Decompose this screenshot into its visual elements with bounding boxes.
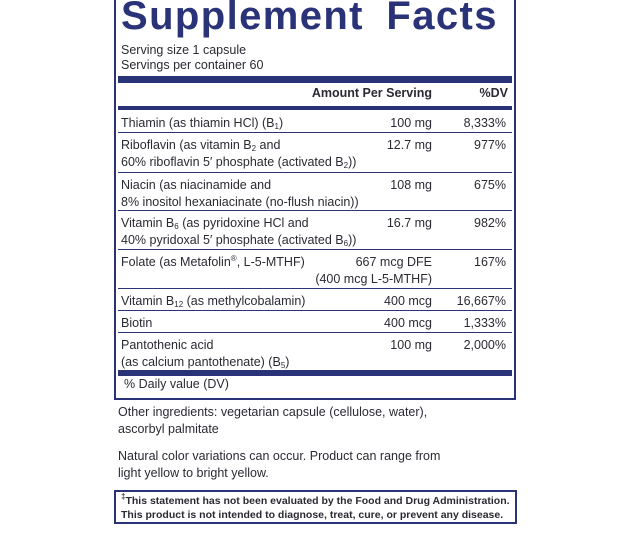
nutrient-row-pantothenic-acid: Pantothenic acid (as calcium pantothenat…: [118, 333, 512, 371]
serving-size: Serving size 1 capsule: [121, 43, 247, 57]
panel-title: Supplement Facts: [121, 0, 498, 38]
servings-per-container: Servings per container 60: [121, 58, 264, 72]
amount-per-serving-header: Amount Per Serving: [311, 86, 432, 100]
nutrient-row-niacin: Niacin (as niacinamide and 8% inositol h…: [118, 173, 512, 211]
fda-disclaimer-box: ‡This statement has not been evaluated b…: [114, 490, 517, 524]
nutrient-dv: 675%: [474, 178, 506, 192]
color-variation-note: Natural color variations can occur. Prod…: [118, 449, 441, 480]
nutrient-dv: 1,333%: [463, 316, 506, 330]
nutrient-name: Pantothenic acid (as calcium pantothenat…: [121, 338, 290, 370]
other-ingredients: Other ingredients: vegetarian capsule (c…: [118, 405, 428, 436]
nutrient-amount: 16.7 mg: [386, 216, 432, 230]
nutrient-name: Folate (as Metafolin®, L-5-MTHF): [121, 254, 305, 270]
nutrient-dv: 982%: [474, 216, 506, 230]
nutrient-dv: 16,667%: [456, 294, 506, 308]
thick-divider-bottom: [118, 371, 512, 376]
nutrient-row-biotin: Biotin 400 mcg 1,333%: [118, 311, 512, 333]
medium-divider: [118, 106, 512, 110]
nutrient-amount: 108 mg: [390, 178, 432, 192]
nutrient-name: Riboflavin (as vitamin B2 and 60% ribofl…: [121, 138, 357, 170]
disclaimer-line-2: This product is not intended to diagnose…: [121, 509, 504, 521]
nutrient-dv: 2,000%: [463, 338, 506, 352]
supplement-facts-panel: Supplement Facts Serving size 1 capsule …: [114, 0, 516, 400]
nutrient-name: Niacin (as niacinamide and 8% inositol h…: [121, 178, 359, 209]
nutrient-dv: 8,333%: [463, 116, 506, 130]
daily-value-header: %DV: [479, 86, 508, 100]
disclaimer-mark: ‡: [121, 492, 126, 501]
nutrient-amount: 100 mg: [390, 116, 432, 130]
nutrient-row-vitamin-b6: Vitamin B6 (as pyridoxine HCl and 40% py…: [118, 211, 512, 250]
nutrient-amount: 667 mcg DFE (400 mcg L-5-MTHF): [315, 255, 432, 286]
nutrient-dv: 977%: [474, 138, 506, 152]
daily-value-footnote: % Daily value (DV): [124, 377, 229, 391]
nutrient-amount: 400 mcg: [384, 316, 432, 330]
nutrient-amount: 400 mcg: [384, 294, 432, 308]
nutrient-row-folate: Folate (as Metafolin®, L-5-MTHF) 667 mcg…: [118, 250, 512, 289]
nutrient-row-thiamin: Thiamin (as thiamin HCl) (B1) 100 mg 8,3…: [118, 111, 512, 133]
nutrient-amount: 12.7 mg: [386, 138, 432, 152]
nutrient-row-vitamin-b12: Vitamin B12 (as methylcobalamin) 400 mcg…: [118, 289, 512, 311]
nutrient-name: Vitamin B12 (as methylcobalamin): [121, 294, 306, 309]
nutrient-row-riboflavin: Riboflavin (as vitamin B2 and 60% ribofl…: [118, 133, 512, 173]
nutrient-name: Thiamin (as thiamin HCl) (B1): [121, 116, 284, 131]
disclaimer-line-1: This statement has not been evaluated by…: [125, 495, 510, 507]
nutrient-dv: 167%: [474, 255, 506, 269]
nutrient-name: Biotin: [121, 316, 153, 330]
thick-divider-top: [118, 76, 512, 83]
nutrient-amount: 100 mg: [390, 338, 432, 352]
nutrient-name: Vitamin B6 (as pyridoxine HCl and 40% py…: [121, 216, 357, 248]
